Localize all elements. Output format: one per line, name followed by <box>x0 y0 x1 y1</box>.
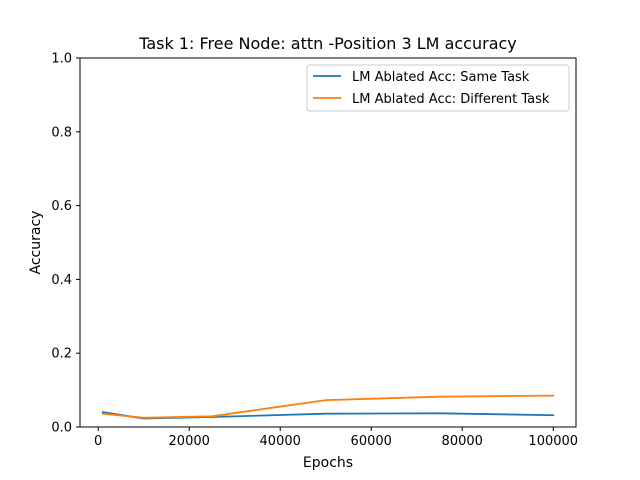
series-line-2 <box>101 394 555 419</box>
x-axis-label: Epochs <box>303 455 353 471</box>
y-tick-label: 0.8 <box>51 125 72 140</box>
series-lines <box>101 394 555 420</box>
y-tick-label: 1.0 <box>51 52 72 67</box>
x-tick-label: 60000 <box>351 434 392 449</box>
legend-label-1: LM Ablated Acc: Same Task <box>352 70 530 85</box>
y-tick-label: 0.4 <box>51 273 72 288</box>
y-axis-ticks: 0.0 0.2 0.4 0.6 0.8 1.0 <box>51 52 80 436</box>
x-tick-label: 20000 <box>169 434 210 449</box>
x-tick-label: 100000 <box>528 434 578 449</box>
plot-area <box>79 57 577 428</box>
y-tick-label: 0.6 <box>51 199 72 214</box>
x-axis-ticks: 0 20000 40000 60000 80000 100000 <box>94 427 578 449</box>
legend-box <box>306 64 570 112</box>
legend: LM Ablated Acc: Same Task LM Ablated Acc:… <box>306 64 570 112</box>
y-tick-label: 0.0 <box>51 421 72 436</box>
x-tick-label: 40000 <box>260 434 301 449</box>
chart-title: Task 1: Free Node: attn -Position 3 LM a… <box>138 34 517 53</box>
x-tick-label: 0 <box>94 434 102 449</box>
y-tick-label: 0.2 <box>51 347 72 362</box>
legend-label-2: LM Ablated Acc: Different Task <box>352 92 550 107</box>
x-tick-label: 80000 <box>442 434 483 449</box>
y-axis-label: Accuracy <box>28 211 44 275</box>
